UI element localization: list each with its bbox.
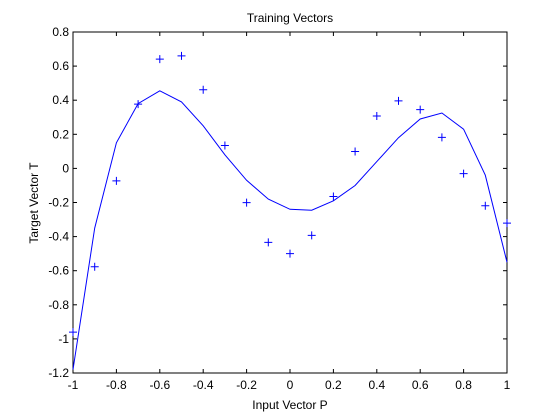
x-tick-label: -1 <box>68 378 79 392</box>
data-point-plus <box>459 169 468 178</box>
x-tick-label: -0.2 <box>236 378 257 392</box>
x-tick-label: 0.8 <box>455 378 472 392</box>
data-point-plus <box>177 51 186 60</box>
y-tick-label: -0.4 <box>48 230 69 244</box>
data-point-plus <box>286 249 294 258</box>
data-point-plus <box>69 328 77 337</box>
chart-title: Training Vectors <box>247 11 333 25</box>
x-axis-label: Input Vector P <box>252 398 327 412</box>
plot-layer: -1 -0.8 -0.6 -0.4 -0.2 0 0.2 0.4 0.6 0.8 1-1.2-1-0… <box>48 25 511 392</box>
y-tick-label: 0.6 <box>52 59 69 73</box>
x-tick-label: 0 <box>287 378 294 392</box>
data-point-plus <box>416 105 425 114</box>
data-point-plus <box>351 147 360 156</box>
data-point-plus <box>437 133 446 142</box>
x-tick-label: 1 <box>504 378 511 392</box>
plot-area-frame <box>72 31 508 374</box>
data-point-plus <box>112 176 121 185</box>
y-axis-label: Target Vector T <box>27 162 41 244</box>
data-point-plus <box>264 238 273 247</box>
y-tick-label: 0.4 <box>52 93 69 107</box>
fitted-curve-line <box>72 90 508 370</box>
x-tick-label: -0.8 <box>106 378 127 392</box>
data-point-plus <box>199 85 208 94</box>
data-point-plus <box>481 201 490 210</box>
y-tick-label: -0.8 <box>48 298 69 312</box>
y-tick-label: -1.2 <box>48 366 69 380</box>
data-point-plus <box>155 55 164 64</box>
data-point-plus <box>242 198 251 207</box>
data-point-plus <box>372 112 381 121</box>
y-tick-label: 0.2 <box>52 127 69 141</box>
data-point-plus <box>134 100 143 109</box>
data-point-plus <box>307 231 316 240</box>
y-tick-label: 0 <box>62 161 69 175</box>
y-tick-label: -1 <box>58 332 69 346</box>
x-tick-label: 0.4 <box>368 378 385 392</box>
data-point-plus <box>503 219 511 228</box>
x-tick-label: -0.4 <box>193 378 214 392</box>
y-tick-label: -0.6 <box>48 264 69 278</box>
data-point-plus <box>394 96 403 105</box>
y-tick-label: 0.8 <box>52 25 69 39</box>
x-tick-label: -0.6 <box>149 378 170 392</box>
data-point-plus <box>90 262 99 271</box>
x-tick-label: 0.6 <box>412 378 429 392</box>
data-point-plus <box>220 141 229 150</box>
y-tick-label: -0.2 <box>48 196 69 210</box>
x-tick-label: 0.2 <box>325 378 342 392</box>
data-point-plus <box>329 192 338 201</box>
